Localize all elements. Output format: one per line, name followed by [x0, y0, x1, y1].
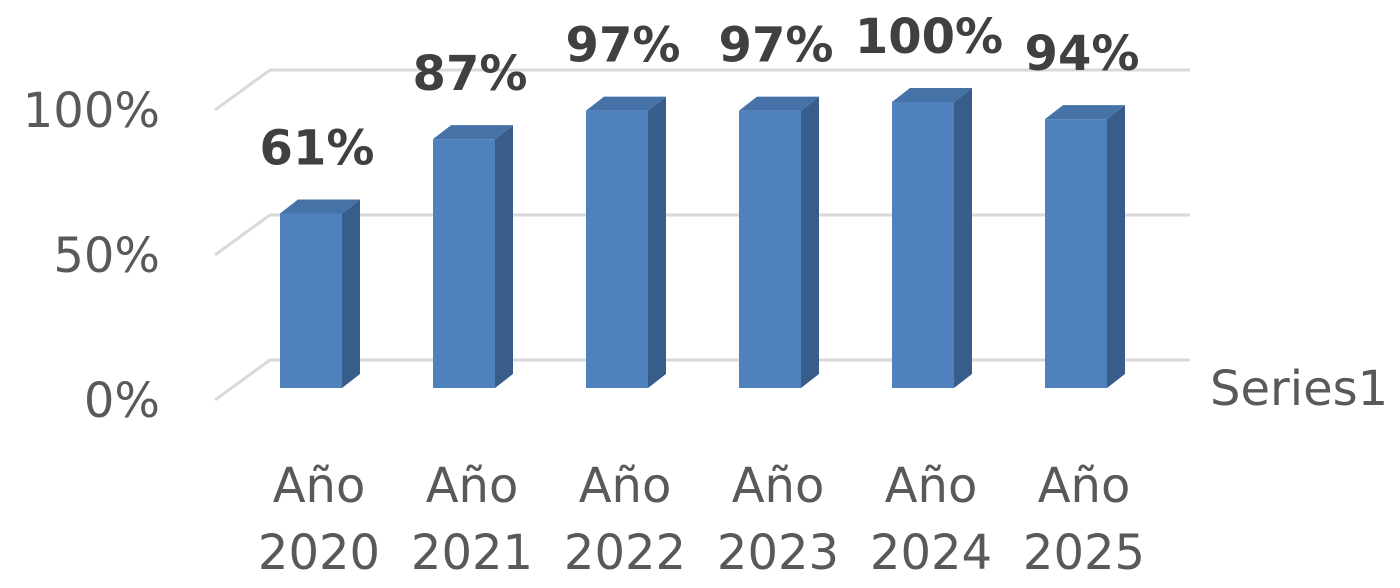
bar-front [1045, 119, 1107, 388]
grid-line [214, 358, 1190, 402]
data-label: 97% [719, 18, 834, 74]
data-label: 100% [855, 9, 1003, 65]
x-tick-label: Año 2023 [716, 458, 840, 581]
x-tick-label: Año 2024 [869, 458, 993, 581]
x-tick-label: Año 2021 [410, 458, 534, 581]
grid-line [214, 68, 1190, 112]
data-label: 61% [260, 121, 375, 177]
x-tick-label: Año 2022 [563, 458, 687, 581]
bar-front [280, 213, 342, 388]
bar-side [954, 88, 972, 388]
bar-side [342, 199, 360, 388]
bar-top [433, 125, 513, 140]
bar [892, 88, 972, 388]
bar-top [586, 96, 666, 111]
bar [739, 96, 819, 388]
y-tick-label: 100% [23, 83, 160, 139]
legend-entry: Series1 [1210, 361, 1388, 417]
bar-top [1045, 105, 1125, 120]
x-tick-label: Año 2025 [1022, 458, 1146, 581]
bar-side [801, 96, 819, 388]
bar [586, 96, 666, 388]
x-tick-label: Año 2020 [257, 458, 381, 581]
bar-side [648, 96, 666, 388]
bar [280, 199, 360, 388]
data-label: 94% [1025, 26, 1140, 82]
y-tick-label: 50% [53, 228, 160, 284]
bar-front [739, 110, 801, 388]
bar-side [1107, 105, 1125, 388]
bar-front [433, 139, 495, 388]
bar [1045, 105, 1125, 388]
bar [433, 125, 513, 389]
bar-top [892, 88, 972, 102]
bar-top [739, 96, 819, 111]
data-label: 87% [413, 46, 528, 102]
bar-top [280, 199, 360, 214]
bar-side [495, 125, 513, 389]
bar-front [892, 102, 954, 388]
y-tick-label: 0% [84, 373, 160, 429]
bar-front [586, 110, 648, 388]
grid-line [214, 213, 1190, 257]
data-label: 97% [566, 18, 681, 74]
